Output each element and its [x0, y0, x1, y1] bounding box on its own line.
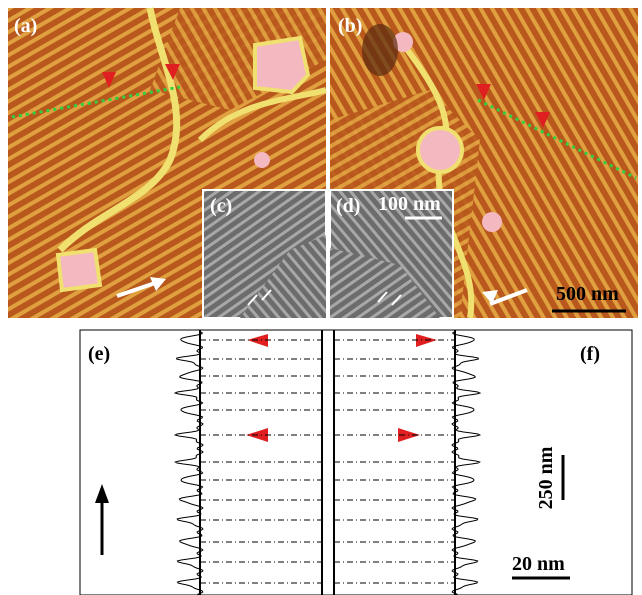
height-profile-panel: (e) (f) 250 nm 20 nm	[80, 330, 632, 595]
profile-trace	[452, 332, 480, 595]
figure: (a) (b) 500 nm (c) (d) 100 nm	[0, 0, 642, 595]
panel-label: (c)	[210, 195, 232, 217]
polygon-shape	[255, 38, 308, 92]
panel-label: (e)	[88, 343, 110, 365]
panel-label: (d)	[336, 195, 360, 217]
scale-label: 250 nm	[535, 446, 557, 509]
polygon-shape	[58, 250, 100, 290]
profile-trace	[175, 332, 203, 595]
polygon-shape	[95, 484, 109, 503]
sem-inset-d: (d) 100 nm	[330, 190, 453, 318]
scale-label: 500 nm	[556, 283, 619, 305]
circle-shape	[254, 152, 270, 168]
ellipse-shape	[362, 24, 398, 76]
scale-label: 20 nm	[512, 553, 565, 575]
circle-shape	[418, 128, 462, 172]
panel-label: (f)	[580, 343, 600, 365]
scale-label: 100 nm	[378, 193, 441, 215]
panel-label: (b)	[338, 15, 362, 37]
panel-label: (a)	[14, 15, 37, 37]
circle-shape	[482, 212, 502, 232]
sem-inset-c: (c)	[203, 190, 326, 318]
